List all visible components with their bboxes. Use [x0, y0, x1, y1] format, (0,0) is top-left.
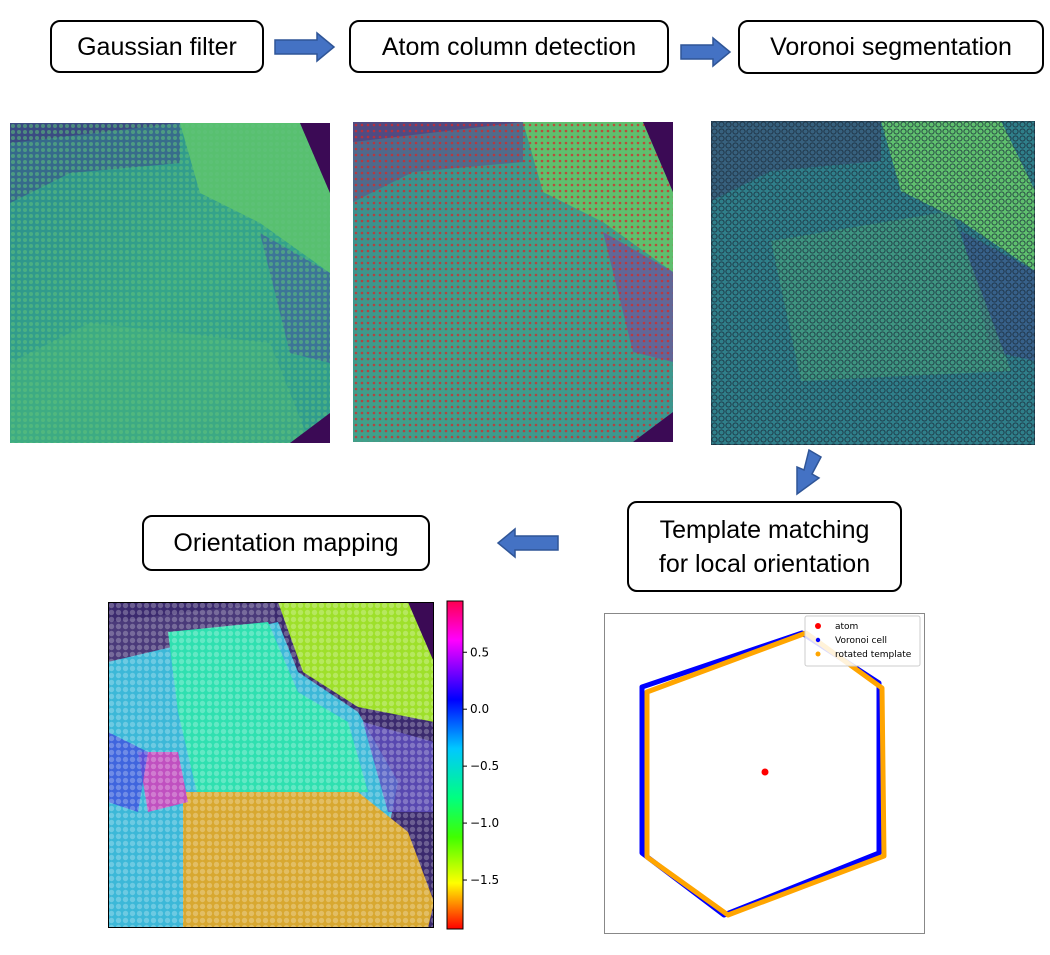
- colorbar-tick-label: −1.0: [470, 816, 499, 830]
- atom-point: [761, 768, 769, 776]
- colorbar-tick-label: −1.5: [470, 873, 499, 887]
- step-orientation-mapping: Orientation mapping: [142, 515, 430, 571]
- step-template-matching: Template matching for local orientation: [627, 501, 902, 592]
- arrow-left-icon: [496, 527, 559, 559]
- legend-rotated-template: rotated template: [835, 650, 912, 660]
- colorbar-tick-label: −0.5: [470, 759, 499, 773]
- step-orientation-mapping-label: Orientation mapping: [173, 529, 399, 557]
- voronoi-segmentation-image: [711, 121, 1035, 445]
- template-matching-plot: atom Voronoi cell rotated template: [604, 613, 926, 935]
- step-template-matching-line2: for local orientation: [658, 549, 871, 578]
- colorbar-ticks: 0.5 0.0 −0.5 −1.0 −1.5: [463, 645, 499, 887]
- step-voronoi-segmentation-label: Voronoi segmentation: [770, 33, 1012, 61]
- colorbar-tick-label: 0.0: [470, 702, 489, 716]
- step-voronoi-segmentation: Voronoi segmentation: [738, 20, 1044, 74]
- colorbar-tick-label: 0.5: [470, 645, 489, 659]
- arrow-right-2-icon: [680, 36, 732, 68]
- gaussian-filtered-image: [10, 123, 330, 443]
- step-gaussian-filter-label: Gaussian filter: [77, 32, 237, 61]
- legend-voronoi-cell: Voronoi cell: [835, 636, 887, 646]
- plot-legend: atom Voronoi cell rotated template: [804, 615, 921, 667]
- orientation-map-image: [108, 602, 434, 928]
- legend-atom: atom: [835, 622, 858, 632]
- atom-detection-image: [353, 122, 673, 442]
- colorbar: 0.5 0.0 −0.5 −1.0 −1.5: [446, 600, 516, 932]
- step-atom-column-detection: Atom column detection: [349, 20, 669, 73]
- step-atom-column-detection-label: Atom column detection: [381, 32, 637, 61]
- step-template-matching-line1: Template matching: [659, 515, 870, 544]
- step-gaussian-filter: Gaussian filter: [50, 20, 264, 73]
- arrow-right-1-icon: [274, 31, 336, 63]
- arrow-down-icon: [796, 448, 822, 496]
- rotated-template-hexagon: [644, 630, 887, 918]
